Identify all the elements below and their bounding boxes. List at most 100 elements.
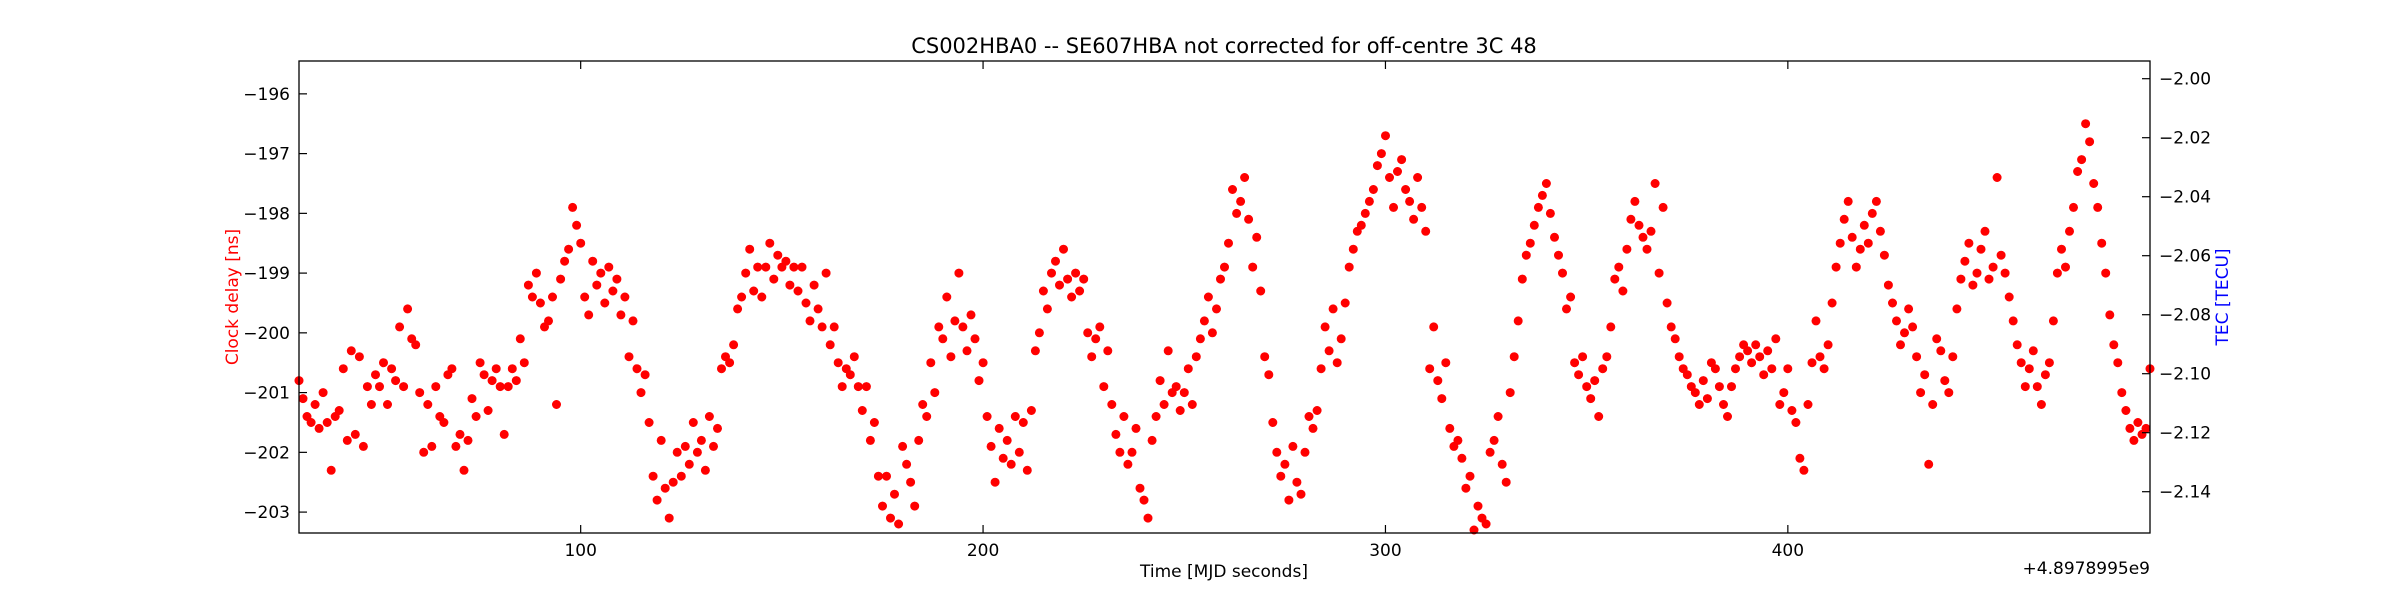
data-point: [1268, 417, 1278, 427]
data-point: [805, 316, 815, 326]
data-point: [837, 382, 847, 392]
data-point: [1360, 208, 1370, 218]
data-point: [877, 501, 887, 511]
data-point: [1650, 179, 1660, 189]
data-point: [1030, 346, 1040, 356]
y2-axis-label: TEC [TECU]: [2213, 248, 2233, 346]
data-point: [1545, 208, 1555, 218]
data-point: [1803, 399, 1813, 409]
data-point: [487, 376, 497, 386]
data-point: [519, 358, 529, 368]
data-point: [692, 447, 702, 457]
data-point: [1018, 417, 1028, 427]
data-point: [564, 244, 574, 254]
data-point: [1356, 220, 1366, 230]
data-point: [1413, 173, 1423, 183]
data-point: [1594, 411, 1604, 421]
data-point: [1626, 214, 1636, 224]
data-point: [1622, 244, 1632, 254]
y2-tick-label: −2.00: [2159, 70, 2211, 90]
data-point: [2052, 268, 2062, 278]
data-point: [1529, 220, 1539, 230]
data-point: [656, 435, 666, 445]
data-point: [1920, 370, 1930, 380]
data-point: [334, 405, 344, 415]
data-point: [696, 435, 706, 445]
data-point: [551, 399, 561, 409]
data-point: [423, 399, 433, 409]
data-point: [1397, 155, 1407, 165]
data-point: [1980, 226, 1990, 236]
data-point: [1843, 196, 1853, 206]
data-point: [338, 364, 348, 374]
data-point: [789, 262, 799, 272]
data-point: [1566, 292, 1576, 302]
data-point: [560, 256, 570, 266]
data-point: [684, 459, 694, 469]
data-point: [1288, 441, 1298, 451]
data-point: [680, 441, 690, 451]
data-point: [648, 471, 658, 481]
data-point: [994, 423, 1004, 433]
data-point: [1252, 232, 1262, 242]
data-point: [2044, 358, 2054, 368]
data-point: [1195, 334, 1205, 344]
data-point: [1260, 352, 1270, 362]
data-point: [419, 447, 429, 457]
data-point: [809, 280, 819, 290]
y-tick-label: −198: [243, 204, 290, 224]
data-point: [1674, 352, 1684, 362]
data-point: [2016, 358, 2026, 368]
data-point: [1026, 405, 1036, 415]
data-point: [354, 352, 364, 362]
data-point: [1879, 250, 1889, 260]
data-point: [1618, 286, 1628, 296]
data-point: [930, 388, 940, 398]
y2-tick-label: −2.14: [2159, 483, 2211, 503]
data-point: [990, 477, 1000, 487]
data-point: [769, 274, 779, 284]
data-point: [1207, 328, 1217, 338]
data-point: [2048, 316, 2058, 326]
data-point: [2121, 405, 2131, 415]
data-point: [1127, 447, 1137, 457]
data-point: [580, 292, 590, 302]
data-point: [958, 322, 968, 332]
data-point: [1646, 226, 1656, 236]
data-point: [1429, 322, 1439, 332]
data-point: [1203, 292, 1213, 302]
data-point: [439, 417, 449, 427]
data-point: [2085, 137, 2095, 147]
data-point: [2036, 399, 2046, 409]
data-point: [801, 298, 811, 308]
data-point: [845, 370, 855, 380]
data-point: [1550, 232, 1560, 242]
data-point: [1747, 358, 1757, 368]
data-point: [1807, 358, 1817, 368]
data-point: [1968, 280, 1978, 290]
data-point: [1871, 196, 1881, 206]
data-point: [1280, 459, 1290, 469]
data-point: [531, 268, 541, 278]
data-point: [616, 310, 626, 320]
data-point: [1328, 304, 1338, 314]
data-point: [712, 423, 722, 433]
data-point: [1244, 214, 1254, 224]
x-axis-label: Time [MJD seconds]: [1139, 562, 1308, 582]
data-point: [1481, 519, 1491, 529]
data-point: [1433, 376, 1443, 386]
data-point: [2028, 346, 2038, 356]
data-point: [346, 346, 356, 356]
y-axis-right: −2.00 −2.02 −2.04 −2.06 −2.08 −2.10 −2.12 −2.14: [2142, 70, 2211, 503]
data-point: [1992, 173, 2002, 183]
y-tick-label: −203: [243, 503, 290, 523]
plot-frame: [298, 60, 2151, 534]
data-point: [1956, 274, 1966, 284]
data-point: [1505, 388, 1515, 398]
data-point: [475, 358, 485, 368]
data-point: [1952, 304, 1962, 314]
data-point: [1888, 298, 1898, 308]
data-point: [853, 382, 863, 392]
data-point: [636, 388, 646, 398]
x-axis-offset-label: +4.8978995e9: [2023, 559, 2150, 579]
